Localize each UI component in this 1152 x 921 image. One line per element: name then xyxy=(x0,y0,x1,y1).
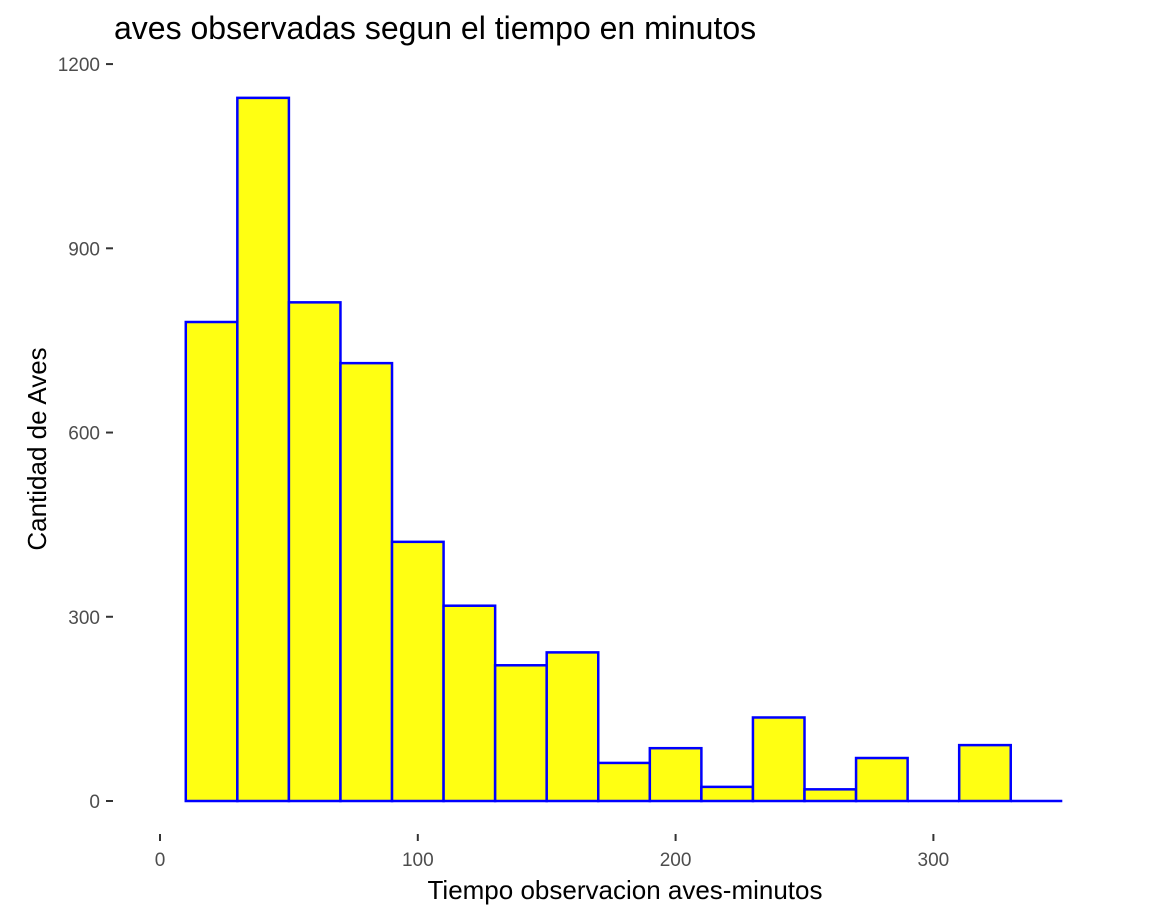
histogram-bar xyxy=(597,761,652,803)
histogram-bar xyxy=(236,96,291,803)
y-tick-label: 1200 xyxy=(58,55,100,76)
x-axis: 0 100 200 300 xyxy=(155,834,950,871)
histogram-bar xyxy=(184,320,239,803)
y-axis: 0 300 600 900 1200 xyxy=(58,55,113,813)
bars-group xyxy=(184,96,1063,803)
x-tick-label: 0 xyxy=(155,850,166,871)
x-tick-label: 300 xyxy=(918,850,950,871)
histogram-bar xyxy=(339,361,394,803)
histogram-bar xyxy=(957,743,1012,803)
x-tick-label: 100 xyxy=(402,850,434,871)
histogram-bar xyxy=(545,651,600,803)
histogram-bar xyxy=(803,788,858,803)
y-tick-label: 300 xyxy=(68,608,100,629)
y-tick-label: 900 xyxy=(68,239,100,260)
histogram-bar xyxy=(751,716,806,803)
x-axis-title: Tiempo observacion aves-minutos xyxy=(428,875,823,905)
histogram-bar xyxy=(390,540,445,803)
histogram-bar xyxy=(648,746,703,803)
histogram-bar xyxy=(854,756,909,803)
histogram-bar xyxy=(287,301,342,803)
x-tick-label: 200 xyxy=(660,850,692,871)
y-axis-title: Cantidad de Aves xyxy=(22,347,52,550)
y-tick-label: 600 xyxy=(68,424,100,445)
histogram-bar xyxy=(493,664,548,803)
chart-title: aves observadas segun el tiempo en minut… xyxy=(114,10,756,46)
histogram-bar xyxy=(700,785,755,803)
histogram-bar xyxy=(442,604,497,803)
y-tick-label: 0 xyxy=(89,792,100,813)
